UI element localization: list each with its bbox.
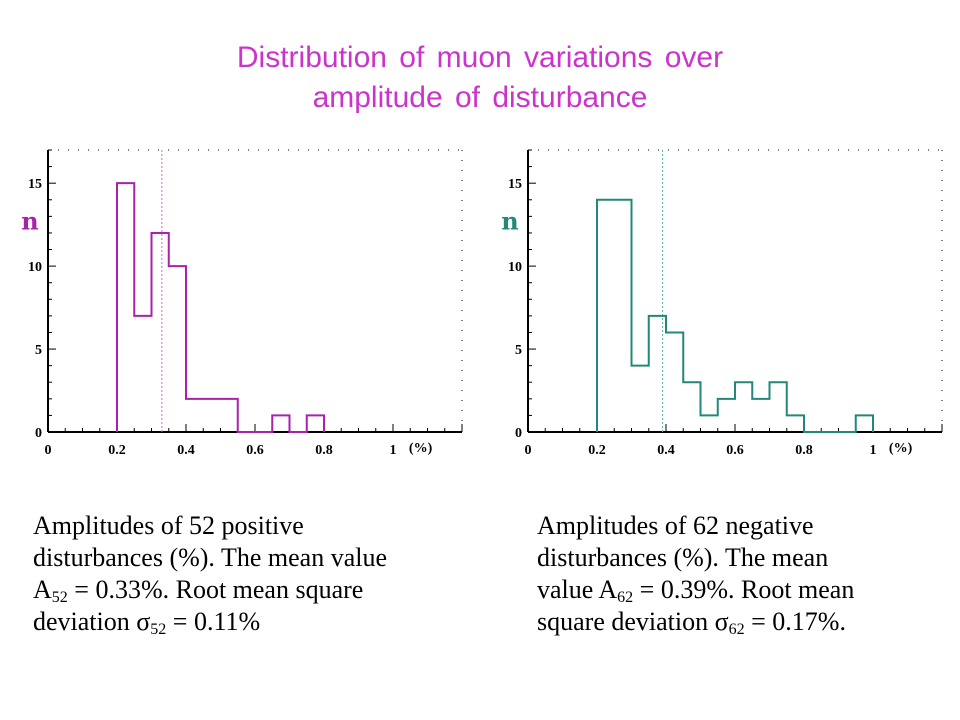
histogram-bar xyxy=(307,415,324,432)
y-tick-label: 0 xyxy=(35,426,42,441)
histogram-bar xyxy=(117,183,134,432)
caption-positive: Amplitudes of 52 positive disturbances (… xyxy=(33,510,387,638)
histogram-bar xyxy=(787,415,804,432)
x-tick-label: 0.2 xyxy=(588,443,606,458)
histogram-bar xyxy=(152,233,169,432)
x-tick-label: 1 xyxy=(390,443,397,458)
histogram-bar xyxy=(649,316,666,432)
caption-line: square deviation σ62 = 0.17%. xyxy=(537,606,854,638)
y-tick-label: 5 xyxy=(35,343,42,358)
x-axis-label: (%) xyxy=(889,441,913,456)
caption-text: = 0.11% xyxy=(166,607,261,636)
y-tick-label: 15 xyxy=(508,177,522,192)
histogram-bar xyxy=(169,266,186,432)
x-tick-label: 0.4 xyxy=(177,443,195,458)
y-tick-label: 5 xyxy=(515,343,522,358)
x-tick-label: 1 xyxy=(870,443,877,458)
x-tick-label: 0.8 xyxy=(315,443,333,458)
histogram-bar xyxy=(134,316,151,432)
caption-text: value A xyxy=(537,575,618,604)
caption-line: deviation σ52 = 0.11% xyxy=(33,606,387,638)
y-tick-label: 10 xyxy=(508,260,522,275)
caption-line: disturbances (%). The mean value xyxy=(33,543,387,572)
histogram-bar xyxy=(718,399,735,432)
caption-line: Amplitudes of 52 positive xyxy=(33,511,304,540)
x-tick-label: 0.4 xyxy=(657,443,675,458)
histogram-outline xyxy=(596,198,874,433)
x-axis-label: (%) xyxy=(409,441,433,456)
caption-subscript: 62 xyxy=(617,589,634,606)
caption-subscript: 52 xyxy=(51,589,68,606)
caption-line: value A62 = 0.39%. Root mean xyxy=(537,574,854,606)
caption-negative: Amplitudes of 62 negative disturbances (… xyxy=(537,510,854,638)
caption-text: deviation σ xyxy=(33,607,151,636)
caption-line: A52 = 0.33%. Root mean square xyxy=(33,574,387,606)
histogram-bar xyxy=(770,382,787,432)
y-tick-label: 10 xyxy=(28,260,42,275)
y-tick-label: 0 xyxy=(515,426,522,441)
histogram-bar xyxy=(666,332,683,432)
x-tick-label: 0.6 xyxy=(726,443,744,458)
caption-subscript: 62 xyxy=(728,621,745,638)
x-tick-label: 0.2 xyxy=(108,443,126,458)
histogram-bar xyxy=(701,415,718,432)
x-tick-label: 0.6 xyxy=(246,443,264,458)
y-axis-label: n xyxy=(21,207,38,236)
x-tick-label: 0.8 xyxy=(795,443,813,458)
histogram-bar xyxy=(597,200,632,432)
x-tick-label: 0 xyxy=(45,443,52,458)
histogram-bar xyxy=(272,415,289,432)
y-axis-label: n xyxy=(501,207,518,236)
y-tick-label: 15 xyxy=(28,177,42,192)
histogram-bar xyxy=(683,382,700,432)
histogram-bar xyxy=(752,399,769,432)
histogram-bar xyxy=(856,415,873,432)
caption-line: Amplitudes of 62 negative xyxy=(537,511,814,540)
caption-text: square deviation σ xyxy=(537,607,729,636)
caption-text: A xyxy=(33,575,52,604)
title-line-1: Distribution of muon variations over xyxy=(236,41,724,74)
caption-line: disturbances (%). The mean xyxy=(537,543,829,572)
histogram-bar xyxy=(632,366,649,432)
histogram-bar xyxy=(186,399,238,432)
x-tick-label: 0 xyxy=(525,443,532,458)
title-line-2: amplitude of disturbance xyxy=(312,81,648,114)
histogram-bar xyxy=(735,382,752,432)
caption-subscript: 52 xyxy=(150,621,167,638)
caption-text: = 0.17%. xyxy=(744,607,846,636)
caption-text: = 0.33%. Root mean square xyxy=(67,575,364,604)
caption-text: = 0.39%. Root mean xyxy=(633,575,855,604)
slide-title: Distribution of muon variations over amp… xyxy=(0,38,960,118)
histogram-outline xyxy=(116,182,325,433)
